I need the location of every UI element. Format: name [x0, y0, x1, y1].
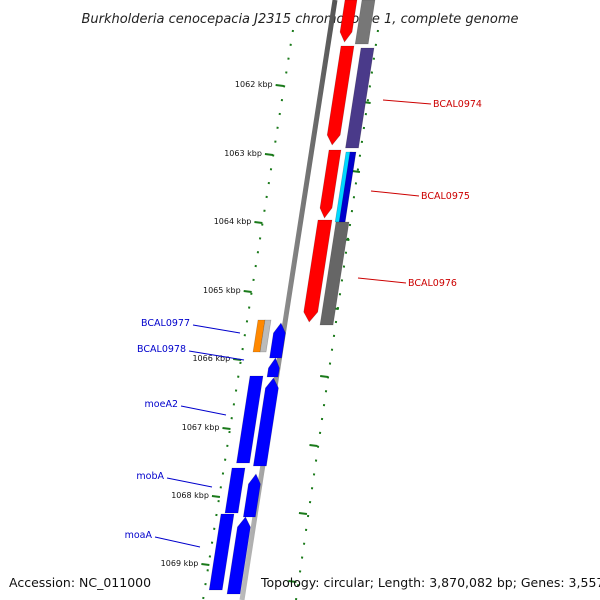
gene-feature-moea2-pair[interactable]: [253, 377, 279, 467]
kbp-tick-label: 1063 kbp: [224, 149, 262, 158]
kbp-tick-mark: [211, 495, 221, 498]
gene-label-bcal0976[interactable]: BCAL0976: [408, 278, 457, 289]
gene-label-leader-line: [382, 99, 432, 105]
kbp-tick-mark: [233, 358, 242, 361]
kbp-tick-mark-inner: [288, 580, 297, 583]
kbp-tick-label: 1066 kbp: [192, 354, 230, 363]
kbp-tick-mark: [222, 427, 231, 430]
gene-feature-bcal0974[interactable]: [326, 45, 355, 146]
kbp-tick-mark-inner: [351, 170, 361, 173]
gene-feature-bcal0974-pair[interactable]: [345, 47, 375, 149]
gene-label-bcal0978[interactable]: BCAL0978: [137, 344, 186, 355]
gene-feature-moba[interactable]: [224, 467, 246, 514]
kbp-tick-mark: [243, 290, 252, 293]
kbp-tick-mark-inner: [320, 375, 329, 378]
gene-feature-layer: [208, 0, 376, 595]
kbp-tick-mark: [275, 84, 284, 87]
kbp-tick-label: 1065 kbp: [203, 286, 241, 295]
gene-feature-reverse[interactable]: [339, 0, 358, 43]
gene-label-leader-line: [370, 190, 420, 197]
kbp-tick-label: 1062 kbp: [235, 80, 273, 89]
kbp-tick-label: 1067 kbp: [182, 423, 220, 432]
gene-label-bcal0977[interactable]: BCAL0977: [141, 318, 190, 329]
kbp-tick-mark-inner: [309, 444, 318, 447]
gene-feature-moaa-pair[interactable]: [226, 516, 251, 595]
map-title: Burkholderia cenocepacia J2315 chromosom…: [81, 12, 518, 27]
gene-label-bcal0975[interactable]: BCAL0975: [421, 191, 470, 202]
gene-label-leader-line: [188, 350, 245, 361]
gene-label-moea2[interactable]: moeA2: [145, 399, 178, 410]
topology-text: Topology: circular; Length: 3,870,082 bp…: [260, 575, 600, 590]
gene-label-leader-line: [154, 536, 201, 548]
gene-feature-bcal0978[interactable]: [266, 357, 280, 378]
gene-label-bcal0974[interactable]: BCAL0974: [433, 99, 482, 110]
gene-label-layer: BCAL0974 BCAL0975 BCAL0976 BCAL0977 BCAL0978…: [125, 99, 482, 548]
gene-feature-bcal0977-cds[interactable]: [269, 322, 286, 359]
kbp-tick-label: 1068 kbp: [171, 491, 209, 500]
kbp-tick-mark: [264, 153, 274, 156]
kbp-tick-layer: 1062 kbp 1063 kbp 1064 kbp 1065 kbp 1066 kbp…: [161, 80, 371, 583]
kbp-tick-mark-inner: [298, 512, 308, 515]
gene-feature-bcal0976-pair[interactable]: [319, 221, 350, 326]
gene-label-moaa[interactable]: moaA: [125, 530, 153, 541]
gene-label-leader-line: [166, 477, 213, 488]
kbp-tick-mark: [201, 563, 210, 566]
gene-feature-bcal0975[interactable]: [319, 149, 342, 219]
gene-feature-bcal0977-grey[interactable]: [259, 319, 272, 353]
accession-text: Accession: NC_011000: [9, 575, 151, 590]
kbp-tick-label: 1064 kbp: [214, 217, 252, 226]
kbp-tick-mark: [254, 221, 263, 224]
gene-feature-moea2[interactable]: [236, 375, 264, 464]
kbp-tick-label: 1069 kbp: [161, 559, 199, 568]
gene-label-leader-line: [357, 277, 407, 284]
gene-feature-moba-pair[interactable]: [242, 473, 261, 518]
gene-label-moba[interactable]: mobA: [136, 471, 164, 482]
gene-label-leader-line: [180, 405, 227, 416]
gene-feature-other[interactable]: [354, 0, 376, 45]
gene-feature-bcal0976[interactable]: [303, 219, 333, 323]
gene-label-leader-line: [192, 324, 241, 334]
gene-feature-moaa[interactable]: [208, 513, 235, 591]
